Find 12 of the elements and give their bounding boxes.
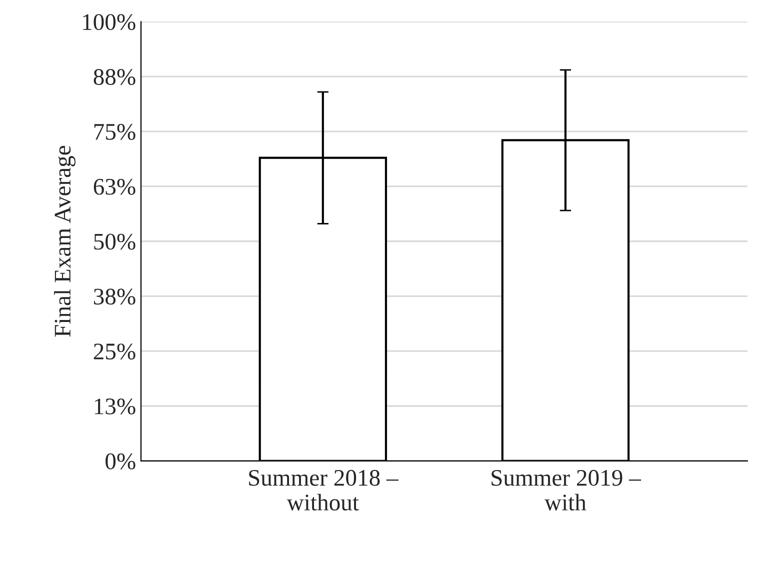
y-tick-label: 50% [94,234,136,250]
y-tick-label: 38% [94,288,136,305]
y-tick-label: 88% [94,69,136,86]
y-tick-label: 13% [94,398,136,414]
y-tick-label: 63% [94,178,136,195]
y-tick-label: 75% [94,124,136,140]
x-tick-label: Summer 2018 – without [249,470,398,511]
y-tick-label: 25% [94,344,136,360]
y-tick-label: 0% [106,453,136,470]
y-axis-title: Final Exam Average [54,146,76,337]
y-tick-label: 100% [83,14,136,30]
x-tick-label: Summer 2019 – with [492,470,642,511]
